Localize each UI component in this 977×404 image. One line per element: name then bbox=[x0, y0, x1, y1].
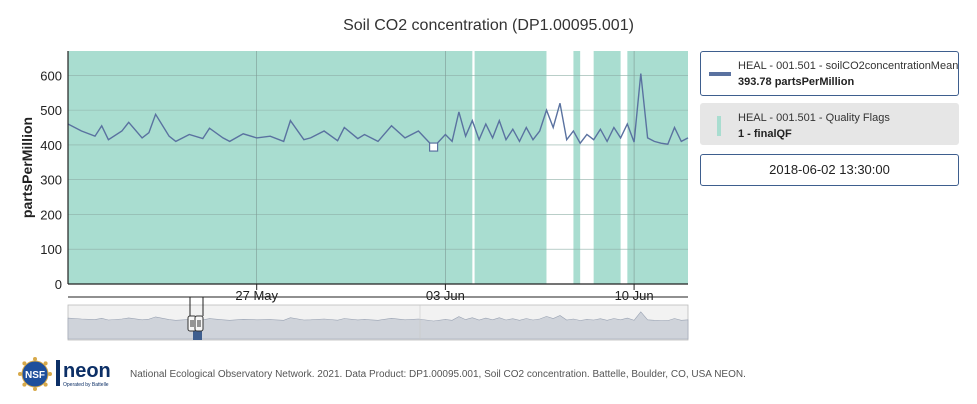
legend-flags-value: 1 - finalQF bbox=[738, 128, 792, 140]
quality-flag-swatch bbox=[717, 116, 721, 136]
quality-flag-gap bbox=[620, 51, 628, 284]
selected-point-marker bbox=[428, 142, 439, 152]
y-tick-label: 400 bbox=[40, 138, 62, 153]
x-tick-label: 10 Jun bbox=[615, 288, 654, 303]
legend-timestamp: 2018-06-02 13:30:00 bbox=[700, 154, 959, 186]
y-tick-label: 300 bbox=[40, 173, 62, 188]
quality-flag-gap bbox=[580, 51, 594, 284]
navigator-selection bbox=[193, 331, 202, 340]
navigator[interactable] bbox=[67, 296, 689, 341]
legend-series-card[interactable]: HEAL - 001.501 - soilCO2concentrationMea… bbox=[700, 51, 959, 96]
attribution-text: National Ecological Observatory Network.… bbox=[130, 369, 746, 380]
navigator-series-area bbox=[67, 311, 689, 340]
axes: 0 100 200 300 400 500 600 27 May 03 Jun 10 Jun par… bbox=[19, 51, 688, 303]
y-tick-label: 200 bbox=[40, 207, 62, 222]
series-line-group bbox=[67, 73, 689, 152]
neon-logo[interactable]: neon Operated by Battelle bbox=[56, 358, 120, 390]
legend-series-name: HEAL - 001.501 - soilCO2concentrationMea… bbox=[738, 60, 959, 72]
quality-flag-gap bbox=[546, 51, 574, 284]
legend-quality-flags-card[interactable]: HEAL - 001.501 - Quality Flags 1 - final… bbox=[700, 103, 959, 145]
y-tick-label: 100 bbox=[40, 242, 62, 257]
nsf-logo[interactable]: NSF bbox=[17, 356, 53, 392]
footer: NSF neon Operated by Battelle National E… bbox=[0, 352, 977, 396]
y-axis-label: partsPerMillion bbox=[19, 117, 35, 218]
chart-plot[interactable]: 0 100 200 300 400 500 600 27 May 03 Jun 10 Jun par… bbox=[0, 0, 977, 352]
y-tick-label: 600 bbox=[40, 68, 62, 83]
quality-flag-bands bbox=[68, 51, 688, 284]
navigator-connector bbox=[68, 296, 688, 316]
chart-title: Soil CO2 concentration (DP1.00095.001) bbox=[343, 17, 634, 34]
x-tick-label: 27 May bbox=[235, 288, 278, 303]
navigator-handle-right bbox=[194, 315, 204, 332]
quality-flag-gap bbox=[472, 51, 475, 284]
neon-logo-subtext: Operated by Battelle bbox=[63, 382, 109, 388]
legend-flags-name: HEAL - 001.501 - Quality Flags bbox=[738, 112, 890, 124]
y-tick-label: 0 bbox=[55, 277, 62, 292]
legend-series-value: 393.78 partsPerMillion bbox=[738, 76, 855, 88]
series-line bbox=[67, 73, 689, 149]
nsf-logo-text: NSF bbox=[25, 370, 45, 381]
neon-logo-text: neon bbox=[63, 360, 111, 382]
y-tick-label: 500 bbox=[40, 103, 62, 118]
x-tick-label: 03 Jun bbox=[426, 288, 465, 303]
series-swatch bbox=[709, 72, 731, 76]
